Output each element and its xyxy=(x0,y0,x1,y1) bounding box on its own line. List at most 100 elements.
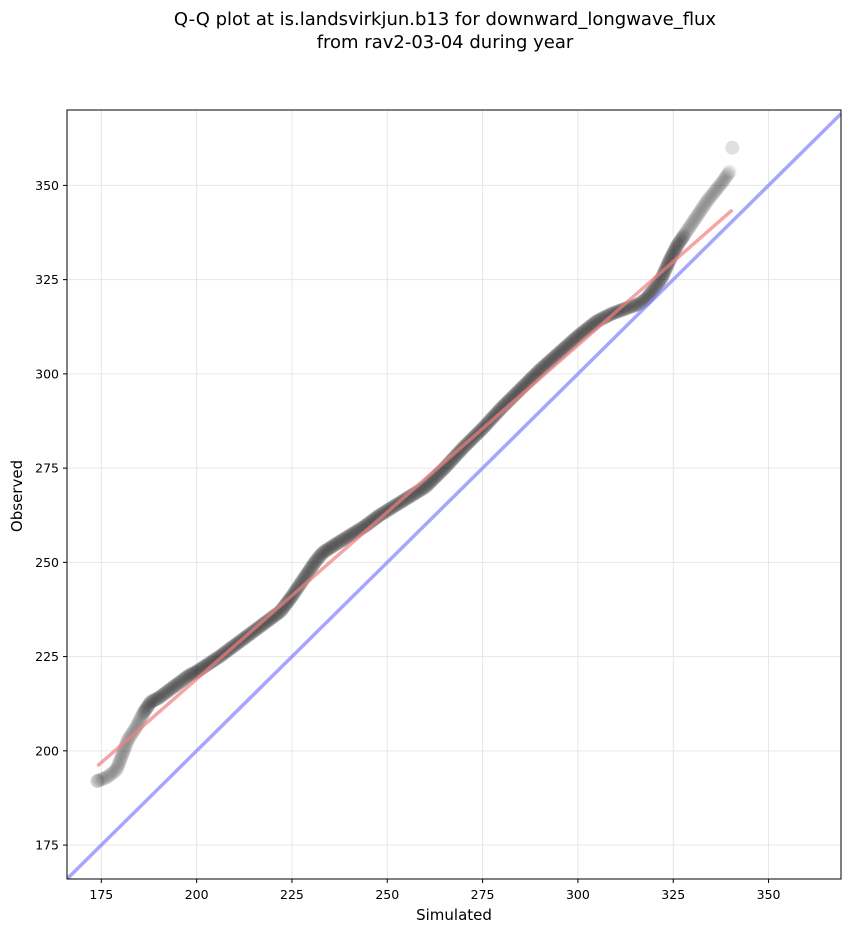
qq-point xyxy=(342,528,357,543)
qq-point xyxy=(149,692,164,707)
y-tick-label: 350 xyxy=(35,178,59,193)
qq-point xyxy=(675,230,690,245)
x-tick-label: 225 xyxy=(280,887,304,902)
qq-point xyxy=(678,226,693,241)
x-tick-label: 175 xyxy=(89,887,113,902)
qq-point xyxy=(101,769,116,784)
qq-point xyxy=(625,299,640,314)
y-tick-label: 275 xyxy=(35,461,59,476)
x-tick-label: 300 xyxy=(566,887,590,902)
qq-point xyxy=(452,445,467,460)
qq-point xyxy=(262,612,277,627)
qq-point xyxy=(134,709,149,724)
qq-point xyxy=(144,694,159,709)
qq-point xyxy=(601,308,616,323)
qq-point xyxy=(711,179,726,194)
qq-point xyxy=(373,507,388,522)
qq-point xyxy=(151,691,166,706)
qq-point xyxy=(335,533,350,548)
qq-point xyxy=(137,703,152,718)
fit-line xyxy=(96,208,734,768)
qq-point xyxy=(260,614,275,629)
qq-point xyxy=(567,332,582,347)
qq-point xyxy=(698,196,713,211)
qq-point xyxy=(716,173,731,188)
qq-point xyxy=(301,564,316,579)
qq-point xyxy=(570,329,585,344)
qq-point xyxy=(261,613,276,628)
qq-point xyxy=(173,674,188,689)
qq-point xyxy=(183,667,198,682)
qq-point xyxy=(721,165,736,180)
qq-point xyxy=(209,651,224,666)
qq-point xyxy=(719,168,734,183)
qq-point xyxy=(182,668,197,683)
qq-point xyxy=(649,278,664,293)
qq-point xyxy=(330,536,345,551)
qq-point xyxy=(569,330,584,345)
qq-point xyxy=(277,599,292,614)
qq-point xyxy=(674,231,689,246)
qq-point xyxy=(614,303,629,318)
x-tick-label: 250 xyxy=(375,887,399,902)
qq-point xyxy=(686,213,701,228)
qq-point xyxy=(331,535,346,550)
qq-point xyxy=(291,579,306,594)
qq-point xyxy=(703,190,718,205)
x-axis-ticks: 175 200 225 250 275 300 325 350 xyxy=(89,879,781,902)
qq-point xyxy=(680,222,695,237)
qq-point xyxy=(566,333,581,348)
qq-point xyxy=(180,669,195,684)
qq-point xyxy=(164,681,179,696)
qq-point xyxy=(450,446,465,461)
qq-point xyxy=(697,197,712,212)
chart-subtitle: from rav2-03-04 during year xyxy=(316,32,574,53)
qq-point xyxy=(147,693,162,708)
qq-point xyxy=(111,756,126,771)
qq-point xyxy=(648,279,663,294)
qq-point xyxy=(684,217,699,232)
qq-point xyxy=(336,532,351,547)
qq-point xyxy=(103,767,118,782)
y-axis-label: Observed xyxy=(8,460,26,532)
qq-point xyxy=(306,557,321,572)
qq-point xyxy=(119,736,134,751)
qq-point xyxy=(113,752,128,767)
qq-point xyxy=(319,543,334,558)
qq-point xyxy=(174,674,189,689)
qq-point xyxy=(707,185,722,200)
qq-point xyxy=(334,533,349,548)
qq-point xyxy=(136,706,151,721)
qq-point xyxy=(337,531,352,546)
qq-point xyxy=(667,243,682,258)
qq-point xyxy=(495,399,510,414)
qq-point xyxy=(140,700,155,715)
qq-point xyxy=(668,241,683,256)
qq-point xyxy=(683,219,698,234)
qq-point xyxy=(720,167,735,182)
qq-point xyxy=(154,688,169,703)
qq-point xyxy=(701,192,716,207)
qq-point xyxy=(492,402,507,417)
qq-point xyxy=(679,225,694,240)
qq-point xyxy=(139,701,154,716)
qq-point xyxy=(308,554,323,569)
qq-point xyxy=(127,723,142,738)
qq-point xyxy=(706,186,721,201)
qq-point xyxy=(165,680,180,695)
qq-point xyxy=(210,650,225,665)
qq-point xyxy=(255,617,270,632)
qq-point xyxy=(135,708,150,723)
qq-point xyxy=(140,699,155,714)
qq-point xyxy=(599,309,614,324)
qq-point xyxy=(397,492,412,507)
qq-point xyxy=(254,618,269,633)
qq-point xyxy=(179,670,194,685)
qq-point xyxy=(656,265,671,280)
qq-point xyxy=(168,678,183,693)
qq-point xyxy=(668,242,683,257)
qq-point xyxy=(683,218,698,233)
qq-point xyxy=(676,228,691,243)
qq-point xyxy=(673,233,688,248)
qq-point xyxy=(310,552,325,567)
